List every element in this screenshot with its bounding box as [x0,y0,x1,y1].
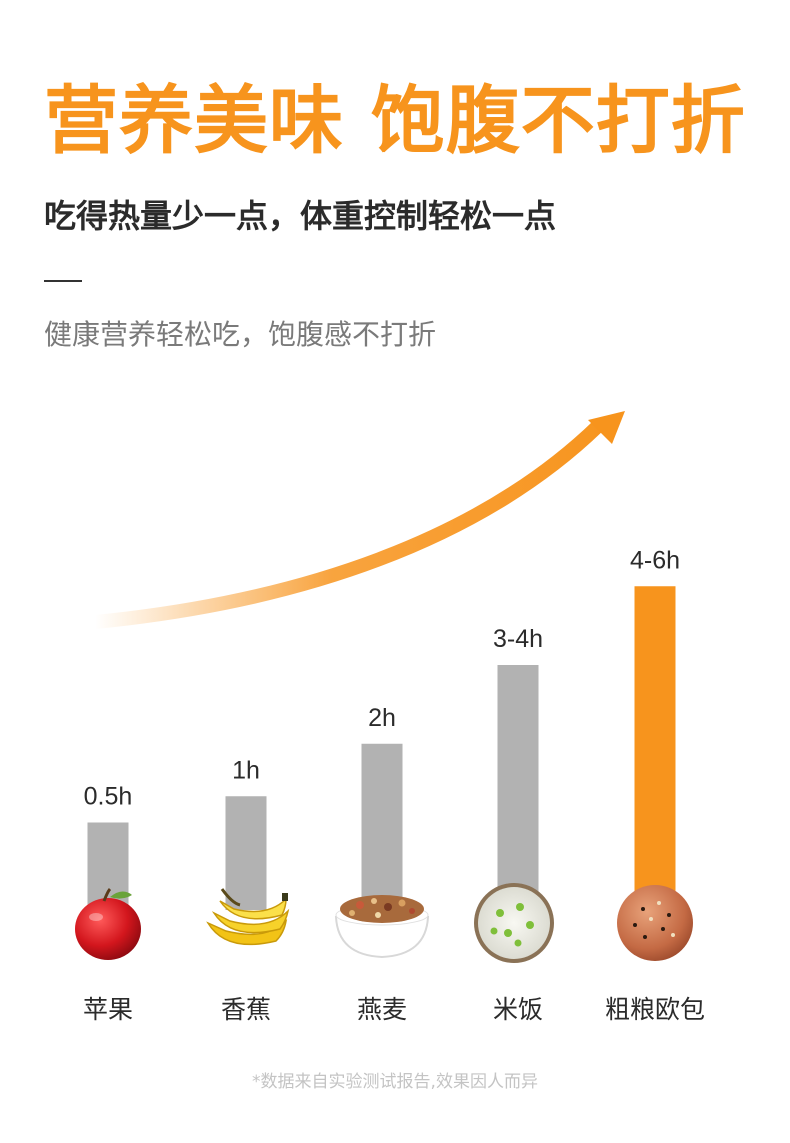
trend-arrowhead-icon [588,411,625,444]
bar [361,743,403,910]
bar [225,796,267,910]
apple-icon [75,887,141,960]
bar-value-label: 1h [232,756,260,784]
bars-group [87,586,676,910]
category-labels-group: 苹果 香蕉 燕麦 米饭 粗粮欧包 [83,995,705,1024]
footnote: *数据来自实验测试报告,效果因人而异 [252,1072,538,1092]
divider [44,280,82,282]
bar [497,665,539,910]
bar-value-label: 3-4h [493,625,543,653]
oat-bowl-icon [334,895,430,959]
page-title: 营养美味 饱腹不打折 [44,78,746,164]
bar-value-label: 4-6h [630,546,680,574]
category-label: 米饭 [493,995,543,1024]
bar [634,586,676,910]
page-subtitle: 吃得热量少一点，体重控制轻松一点 [44,197,557,235]
value-labels-group: 0.5h 1h 2h 3-4h 4-6h [84,546,680,810]
category-label: 燕麦 [357,995,407,1024]
bread-roll-icon [617,885,693,961]
rice-bowl-icon [474,883,554,963]
category-label: 粗粮欧包 [605,995,705,1024]
banana-icon [206,888,290,946]
category-label: 苹果 [83,995,133,1024]
satiety-bar-chart: 0.5h 1h 2h 3-4h 4-6h [75,411,705,1024]
bar-value-label: 2h [368,704,396,732]
tagline: 健康营养轻松吃，饱腹感不打折 [44,318,437,351]
bar-value-label: 0.5h [84,783,133,811]
category-label: 香蕉 [221,995,271,1024]
trend-arrow-icon [94,420,603,629]
